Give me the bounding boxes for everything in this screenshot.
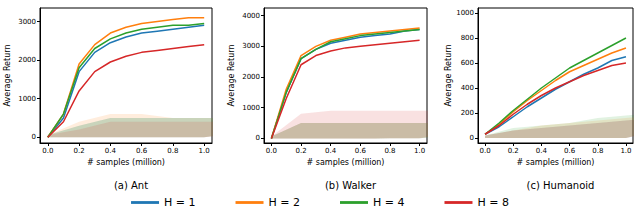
svg-text:H = 8: H = 8 xyxy=(477,196,508,209)
svg-text:(c) Humanoid: (c) Humanoid xyxy=(527,180,595,191)
svg-text:0.8: 0.8 xyxy=(167,147,178,155)
svg-text:1.0: 1.0 xyxy=(414,147,425,155)
svg-text:1.0: 1.0 xyxy=(620,147,631,155)
svg-text:1.0: 1.0 xyxy=(199,147,210,155)
svg-text:H = 1: H = 1 xyxy=(164,196,195,209)
svg-text:0.4: 0.4 xyxy=(325,147,337,155)
svg-text:0.0: 0.0 xyxy=(42,147,53,155)
svg-text:0.8: 0.8 xyxy=(592,147,603,155)
svg-text:# samples (million): # samples (million) xyxy=(307,158,385,167)
svg-text:1000: 1000 xyxy=(456,9,474,17)
svg-text:1000: 1000 xyxy=(18,95,36,103)
svg-text:2000: 2000 xyxy=(242,73,260,81)
svg-text:0.6: 0.6 xyxy=(355,147,367,155)
svg-text:0.2: 0.2 xyxy=(508,147,519,155)
svg-text:Average Return: Average Return xyxy=(3,45,12,107)
svg-text:0.6: 0.6 xyxy=(136,147,148,155)
svg-text:0: 0 xyxy=(32,133,36,141)
svg-text:0.6: 0.6 xyxy=(564,147,576,155)
svg-text:H = 4: H = 4 xyxy=(373,196,404,209)
svg-text:400: 400 xyxy=(461,84,474,92)
svg-text:0.4: 0.4 xyxy=(105,147,117,155)
svg-text:1000: 1000 xyxy=(242,104,260,112)
svg-text:0.2: 0.2 xyxy=(74,147,85,155)
svg-text:H = 2: H = 2 xyxy=(269,196,300,209)
svg-text:0.8: 0.8 xyxy=(384,147,395,155)
svg-text:4000: 4000 xyxy=(242,12,260,20)
svg-text:# samples (million): # samples (million) xyxy=(87,158,165,167)
svg-text:0.4: 0.4 xyxy=(536,147,548,155)
svg-text:800: 800 xyxy=(461,34,474,42)
svg-text:Average Return: Average Return xyxy=(444,45,453,107)
svg-text:0: 0 xyxy=(470,134,474,142)
svg-text:(b) Walker: (b) Walker xyxy=(325,180,377,191)
svg-text:0.0: 0.0 xyxy=(479,147,490,155)
svg-text:# samples (million): # samples (million) xyxy=(517,158,595,167)
svg-text:3000: 3000 xyxy=(242,42,260,50)
svg-text:2000: 2000 xyxy=(18,56,36,64)
svg-text:600: 600 xyxy=(461,59,474,67)
svg-text:(a) Ant: (a) Ant xyxy=(114,180,148,191)
svg-text:3000: 3000 xyxy=(18,18,36,26)
svg-text:200: 200 xyxy=(461,109,474,117)
svg-text:0.0: 0.0 xyxy=(266,147,277,155)
svg-text:0.2: 0.2 xyxy=(295,147,306,155)
svg-text:Average Return: Average Return xyxy=(227,45,236,107)
svg-text:0: 0 xyxy=(256,134,260,142)
